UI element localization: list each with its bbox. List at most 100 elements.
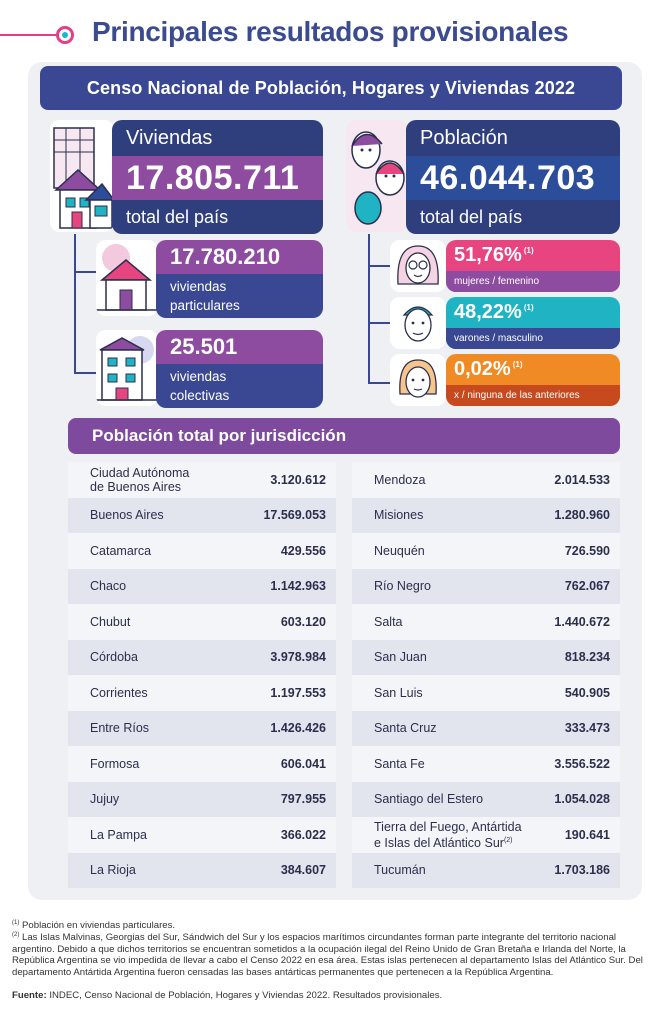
jurisdiction-name-line1: Chaco (90, 579, 127, 594)
x-value: 0,02% (454, 358, 511, 380)
table-row: Misiones 1.280.960 (352, 497, 620, 533)
jurisdiction-name-line1: La Rioja (90, 863, 136, 878)
house-particular-icon (96, 240, 158, 316)
jurisdiction-name-line2-text: de Buenos Aires (90, 479, 182, 494)
mujeres-card: 51,76% (1) mujeres / femenino (446, 240, 620, 292)
jurisdiction-name: Formosa (90, 757, 139, 771)
jurisdiction-value: 366.022 (280, 827, 326, 842)
footnote-source: Fuente: INDEC, Censo Nacional de Poblaci… (12, 990, 658, 1002)
table-row: Santa Fe 3.556.522 (352, 746, 620, 782)
table-row: Formosa 606.041 (68, 746, 336, 782)
jurisdiction-name: Neuquén (374, 544, 425, 558)
x-label: x / ninguna de las anteriores (446, 385, 620, 406)
table-row: La Pampa 366.022 (68, 817, 336, 853)
varones-value: 48,22% (454, 301, 522, 323)
jurisdiction-value: 1.142.963 (270, 579, 326, 594)
jurisdiction-name: La Pampa (90, 828, 147, 842)
header-dot-icon (56, 26, 74, 44)
particulares-value: 17.780.210 (156, 240, 323, 274)
jurisdiction-value: 797.955 (280, 792, 326, 807)
poblacion-total-label: total del país (406, 200, 620, 234)
jurisdiction-name-line1: Río Negro (374, 579, 431, 594)
jurisdiction-value: 540.905 (564, 685, 610, 700)
jurisdiction-name-line1: Mendoza (374, 472, 426, 487)
jurisdiction-name: Santiago del Estero (374, 792, 483, 806)
jurisdiction-name: Mendoza (374, 473, 425, 487)
table-row: Santiago del Estero 1.054.028 (352, 781, 620, 817)
table-row: San Juan 818.234 (352, 639, 620, 675)
viviendas-particulares-card: 17.780.210 viviendas particulares (156, 240, 323, 318)
viviendas-colectivas-card: 25.501 viviendas colectivas (156, 330, 323, 408)
jurisdiction-name-line1: Córdoba (90, 650, 138, 665)
poblacion-connector-1 (368, 265, 390, 267)
jurisdiction-name-line1: Buenos Aires (90, 508, 164, 523)
colectivas-label-line2: colectivas (170, 388, 230, 403)
footnote-1-mark: (1) (12, 920, 20, 926)
jurisdiction-name-line1: San Luis (374, 685, 423, 700)
x-card: 0,02% (1) x / ninguna de las anteriores (446, 354, 620, 406)
jurisdiction-value: 1.440.672 (554, 614, 610, 629)
varones-label: varones / masculino (446, 328, 620, 349)
viviendas-total-value: 17.805.711 (112, 156, 323, 200)
viviendas-label: Viviendas (112, 120, 323, 156)
viviendas-connector-1 (74, 271, 96, 273)
table-row: Catamarca 429.556 (68, 533, 336, 569)
viviendas-connector-2 (74, 372, 96, 374)
jurisdiction-name: Tucumán (374, 863, 426, 877)
woman-face-icon (390, 240, 446, 292)
table-row: Ciudad Autónoma de Buenos Aires 3.120.612 (68, 462, 336, 498)
viviendas-total-label: total del país (112, 200, 323, 234)
jurisdiction-name-line2: de Buenos Aires (90, 480, 189, 494)
x-note: (1) (512, 360, 523, 369)
jurisdiction-name: Chaco (90, 579, 126, 593)
jurisdiction-name-line1: Santiago del Estero (374, 792, 484, 807)
table-row: Chaco 1.142.963 (68, 568, 336, 604)
footnote-2-text: Las Islas Malvinas, Georgias del Sur, Sá… (12, 932, 643, 978)
jurisdiction-value: 190.641 (564, 827, 610, 842)
table-row: Mendoza 2.014.533 (352, 462, 620, 498)
jurisdiction-value: 818.234 (564, 650, 610, 665)
jurisdiction-name: Misiones (374, 508, 423, 522)
varones-card: 48,22% (1) varones / masculino (446, 297, 620, 349)
jurisdiction-name: Santa Fe (374, 757, 425, 771)
table-row: Tucumán 1.703.186 (352, 852, 620, 888)
jurisdiction-value: 1.054.028 (554, 792, 610, 807)
footnote-2-mark: (2) (12, 932, 20, 938)
jurisdiction-value: 384.607 (280, 863, 326, 878)
jurisdiction-value: 762.067 (564, 579, 610, 594)
jurisdiction-value: 726.590 (564, 543, 610, 558)
jurisdiction-name: San Luis (374, 686, 423, 700)
mujeres-note: (1) (523, 246, 534, 255)
jurisdiction-name-line1: San Juan (374, 650, 427, 665)
poblacion-connector-3 (368, 382, 390, 384)
jurisdiction-value: 1.197.553 (270, 685, 326, 700)
table-row: Entre Ríos 1.426.426 (68, 710, 336, 746)
particulares-label-line2: particulares (170, 298, 240, 313)
jurisdiction-name-line1: Tucumán (374, 863, 426, 878)
jurisdiction-name-line1: La Pampa (90, 827, 147, 842)
jurisdiction-name-line1: Santa Cruz (374, 721, 437, 736)
varones-note: (1) (523, 303, 534, 312)
jurisdiction-name-line1: Santa Fe (374, 756, 425, 771)
man-face-icon (390, 297, 446, 349)
page-title: Principales resultados provisionales (92, 16, 569, 47)
jurisdiction-name-line1: Misiones (374, 508, 424, 523)
jurisdiction-value: 2.014.533 (554, 472, 610, 487)
table-row: San Luis 540.905 (352, 675, 620, 711)
table-row: Chubut 603.120 (68, 604, 336, 640)
jurisdiction-name-line1: Formosa (90, 756, 140, 771)
mujeres-label: mujeres / femenino (446, 271, 620, 292)
poblacion-connector-vertical (368, 234, 370, 384)
jurisdiction-name: San Juan (374, 650, 427, 664)
jurisdicciones-table: Ciudad Autónoma de Buenos Aires 3.120.612 B… (68, 462, 620, 892)
jurisdiction-name: Ciudad Autónoma de Buenos Aires (90, 466, 189, 494)
table-row: Jujuy 797.955 (68, 781, 336, 817)
jurisdiction-value: 1.426.426 (270, 721, 326, 736)
particulares-label-line1: viviendas (170, 279, 227, 294)
houses-illustration-icon (50, 120, 114, 232)
jurisdiction-value: 3.556.522 (554, 756, 610, 771)
jurisdiction-value: 603.120 (280, 614, 326, 629)
jurisdiction-name: La Rioja (90, 863, 136, 877)
footnote-1-text: Población en viviendas particulares. (19, 920, 176, 932)
viviendas-total-card: Viviendas 17.805.711 total del país (112, 120, 323, 234)
